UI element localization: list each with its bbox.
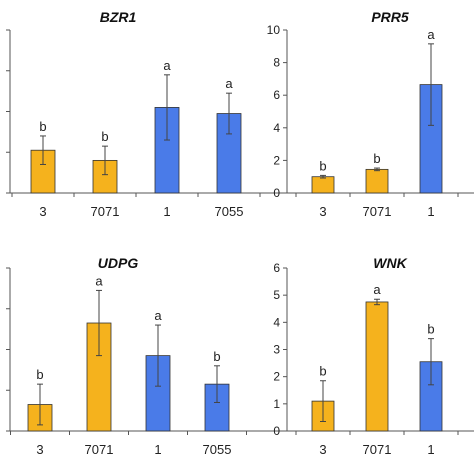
x-tick-label: 1 [163, 204, 170, 219]
significance-label: b [427, 322, 434, 337]
x-tick-label: 7071 [363, 204, 392, 219]
significance-label: a [427, 27, 435, 42]
significance-label: b [319, 158, 326, 173]
significance-label: b [373, 151, 380, 166]
x-tick-label: 3 [39, 204, 46, 219]
y-tick-label: 6 [273, 88, 280, 102]
significance-label: b [319, 364, 326, 379]
y-tick-label: 4 [273, 121, 280, 135]
x-tick-label: 1 [427, 442, 434, 457]
significance-label: b [39, 119, 46, 134]
significance-label: a [225, 76, 233, 91]
x-tick-label: 3 [36, 442, 43, 457]
y-tick-label: 8 [273, 56, 280, 70]
significance-label: a [154, 308, 162, 323]
significance-label: a [95, 273, 103, 288]
y-tick-label: 2 [273, 153, 280, 167]
x-tick-label: 1 [154, 442, 161, 457]
bar [311, 176, 335, 194]
y-tick-label: 0 [273, 424, 280, 438]
y-tick-label: 1 [273, 397, 280, 411]
x-tick-label: 1 [427, 204, 434, 219]
x-tick-label: 7071 [85, 442, 114, 457]
bar [365, 301, 389, 432]
y-tick-label: 2 [273, 370, 280, 384]
y-tick-label: 10 [267, 23, 281, 37]
significance-label: b [36, 367, 43, 382]
significance-label: b [101, 129, 108, 144]
y-tick-label: 6 [273, 261, 280, 275]
chart-title: BZR1 [100, 9, 137, 25]
panel-prr5: PRR5 0 2 4 6 8 10 b 3 b 7071 a 1 [267, 9, 474, 219]
panel-wnk: WNK 0 1 2 3 4 5 6 b 3 a 7071 b 1 [273, 255, 474, 457]
x-tick-label: 7071 [91, 204, 120, 219]
panel-udpg: UDPG b 3 a 7071 a 1 b 7055 [6, 255, 474, 457]
y-tick-label: 4 [273, 315, 280, 329]
significance-label: b [213, 349, 220, 364]
x-tick-label: 7055 [203, 442, 232, 457]
x-tick-label: 7071 [363, 442, 392, 457]
bar [365, 168, 389, 194]
x-tick-label: 3 [319, 204, 326, 219]
x-tick-label: 3 [319, 442, 326, 457]
significance-label: a [373, 282, 381, 297]
y-tick-label: 5 [273, 288, 280, 302]
panel-bzr1: BZR1 b 3 b 7071 a 1 a 7055 [6, 9, 474, 219]
chart-title: UDPG [98, 255, 139, 271]
y-tick-label: 0 [273, 186, 280, 200]
x-tick-label: 7055 [215, 204, 244, 219]
y-tick-label: 3 [273, 343, 280, 357]
chart-title: PRR5 [371, 9, 409, 25]
chart-title: WNK [373, 255, 407, 271]
significance-label: a [163, 58, 171, 73]
